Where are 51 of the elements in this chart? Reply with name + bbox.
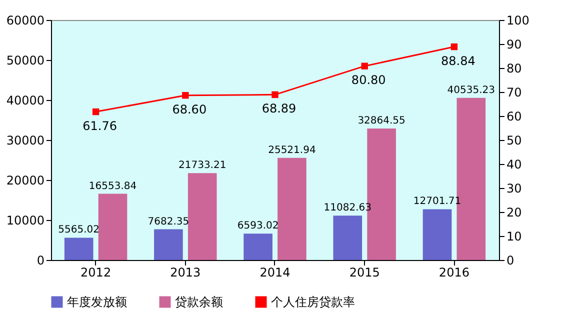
y2-tick-label: 50 (506, 134, 522, 148)
data-label: 21733.21 (178, 160, 226, 172)
x-tick-label: 2013 (170, 266, 201, 280)
y-tick-label: 0 (36, 254, 44, 268)
y2-tick-label: 90 (506, 38, 522, 52)
y-tick-label: 10000 (6, 214, 44, 228)
y2-tick-label: 30 (506, 182, 522, 196)
y2-tick-label: 20 (506, 206, 522, 220)
x-tick-label: 2014 (260, 266, 290, 280)
data-label: 88.84 (441, 54, 476, 68)
y-tick-label: 40000 (6, 94, 44, 108)
data-label: 16553.84 (88, 180, 137, 192)
y2-tick-label: 80 (506, 62, 522, 76)
x-tick-label: 2015 (349, 266, 380, 280)
y-tick-label: 50000 (6, 54, 44, 68)
y2-tick-label: 70 (506, 86, 522, 100)
legend-label: 贷款余额 (175, 295, 223, 309)
data-label: 80.80 (351, 73, 386, 88)
data-label: 68.60 (172, 102, 207, 116)
bar (98, 194, 128, 260)
y-tick-label: 20000 (6, 174, 44, 188)
data-label: 32864.55 (358, 116, 406, 127)
y2-tick-label: 100 (506, 14, 530, 28)
data-label: 61.76 (82, 118, 117, 133)
y2-tick-label: 0 (506, 254, 514, 268)
data-label: 5565.02 (58, 224, 100, 236)
y-tick-label: 60000 (6, 14, 44, 28)
bar (244, 234, 272, 260)
y-tick-label: 30000 (6, 134, 44, 148)
bar (154, 229, 183, 260)
x-tick-label: 2012 (80, 266, 112, 280)
point (450, 43, 458, 50)
bar (278, 158, 306, 260)
y2-tick-label: 40 (506, 158, 522, 172)
data-label: 6593.02 (237, 220, 279, 232)
legend-label: 年度发放额 (67, 295, 127, 309)
x-tick-label: 2016 (438, 266, 470, 280)
point (272, 91, 278, 98)
legend-label: 个人住房贷款率 (271, 295, 355, 309)
bar (188, 173, 217, 260)
y2-tick-label: 60 (506, 110, 522, 124)
point (361, 62, 368, 70)
bar (64, 238, 94, 260)
bar (422, 209, 452, 260)
bar (333, 216, 362, 260)
data-label: 40535.23 (447, 84, 496, 96)
data-label: 25521.94 (268, 144, 316, 156)
y2-tick-label: 10 (506, 230, 522, 244)
point (182, 92, 189, 99)
data-label: 68.89 (262, 102, 296, 116)
point (92, 108, 100, 116)
